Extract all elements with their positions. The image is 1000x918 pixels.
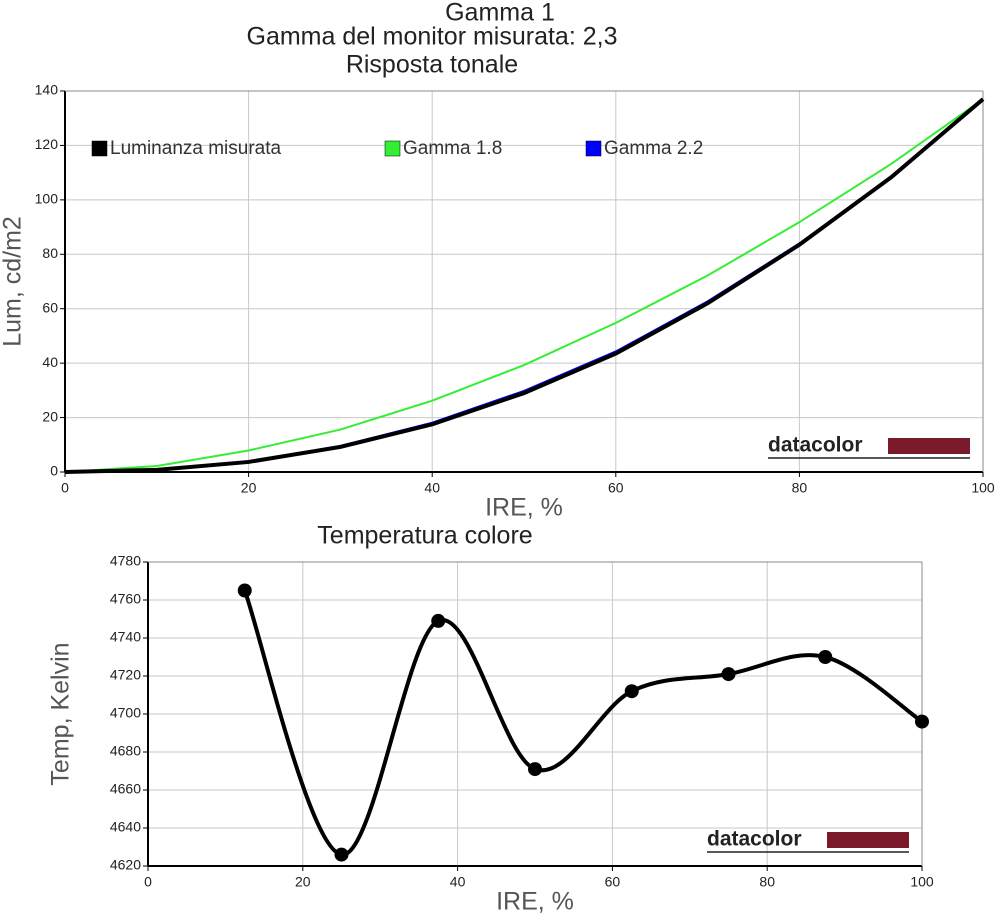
legend-label: Luminanza misurata — [110, 138, 282, 159]
data-point — [915, 714, 929, 729]
data-point — [818, 650, 833, 664]
y-tick-label: 120 — [35, 136, 59, 152]
y-tick-label: 0 — [50, 463, 58, 479]
y-tick-label: 4720 — [110, 667, 141, 683]
y-tick-label: 4700 — [110, 705, 141, 721]
series-line — [64, 98, 984, 473]
chart-title: Temperatura colore — [317, 522, 532, 550]
x-tick-label: 100 — [971, 480, 995, 496]
x-tick-label: 100 — [910, 874, 934, 890]
plot-area — [65, 91, 983, 472]
legend-swatch — [585, 140, 602, 157]
y-tick-label: 4640 — [110, 819, 141, 835]
y-tick-label: 4740 — [110, 629, 141, 645]
data-point — [334, 847, 349, 862]
x-tick-label: 60 — [605, 874, 621, 890]
data-point — [431, 613, 446, 628]
legend-label: Gamma 2.2 — [604, 138, 703, 159]
y-tick-label: 80 — [42, 245, 58, 261]
x-axis-label: IRE, % — [485, 494, 563, 522]
x-tick-label: 40 — [424, 480, 440, 496]
y-axis-label: Lum, cd/m2 — [0, 216, 27, 347]
y-tick-label: 4660 — [110, 781, 141, 797]
x-tick-label: 20 — [241, 480, 257, 496]
y-tick-label: 20 — [42, 408, 58, 424]
y-tick-label: 4680 — [110, 743, 141, 759]
x-axis-label: IRE, % — [496, 888, 574, 916]
series-line — [64, 97, 985, 474]
x-tick-label: 80 — [792, 480, 808, 496]
data-point — [528, 762, 542, 777]
x-tick-label: 20 — [295, 874, 311, 890]
chart-title: Gamma 1 — [445, 0, 555, 27]
y-tick-label: 4780 — [110, 553, 141, 569]
chart-subtitle: Gamma del monitor misurata: 2,3 — [247, 23, 618, 51]
logo: datacolor — [768, 434, 863, 457]
data-point — [237, 583, 252, 598]
y-tick-label: 100 — [35, 191, 59, 207]
y-axis-label: Temp, Kelvin — [47, 642, 75, 785]
y-tick-label: 140 — [35, 82, 59, 98]
x-tick-label: 0 — [144, 874, 152, 890]
y-tick-label: 4760 — [110, 591, 141, 607]
data-point — [721, 667, 736, 682]
y-tick-label: 40 — [42, 354, 58, 370]
logo-bar — [827, 832, 909, 848]
y-tick-label: 60 — [42, 299, 58, 315]
x-tick-label: 80 — [759, 874, 775, 890]
x-tick-label: 60 — [608, 480, 624, 496]
legend-swatch — [384, 140, 401, 157]
legend-swatch — [91, 140, 108, 157]
y-tick-label: 4620 — [110, 857, 141, 873]
logo: datacolor — [707, 828, 802, 851]
chart-subtitle: Risposta tonale — [346, 51, 518, 79]
x-tick-label: 40 — [450, 874, 466, 890]
x-tick-label: 0 — [61, 480, 69, 496]
legend-label: Gamma 1.8 — [403, 138, 502, 159]
data-point — [624, 684, 639, 699]
logo-bar — [888, 438, 970, 454]
